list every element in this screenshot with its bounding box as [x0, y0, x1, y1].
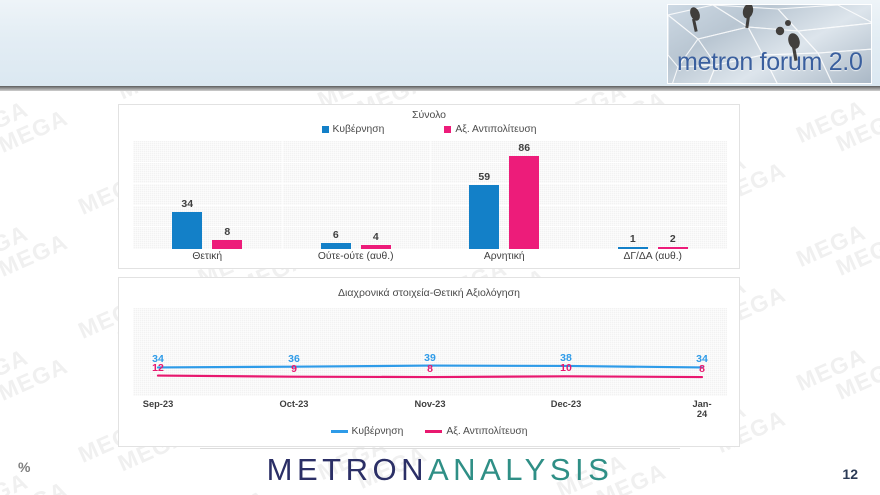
- bar-opposition: 8: [212, 141, 243, 249]
- line-series-government: [156, 364, 704, 369]
- bar-category-label: Ούτε-ούτε (αυθ.): [317, 251, 394, 262]
- bar-group: 34 8: [133, 141, 282, 249]
- bar: 6: [320, 229, 351, 249]
- line-category-label: Nov-23: [414, 399, 446, 409]
- line-chart-panel: Διαχρονικά στοιχεία-Θετική Αξιολόγηση 34…: [118, 277, 740, 447]
- line-point-value-label: 34: [696, 353, 708, 366]
- logo-text: metron forum 2.0: [677, 48, 863, 76]
- bar-group: 59 86: [430, 141, 579, 249]
- line-point-value-label: 38: [560, 351, 572, 364]
- bar-chart-category-labels: Θετική Ούτε-ούτε (αυθ.) Αρνητική ΔΓ/ΔΑ (αυθ…: [133, 251, 727, 262]
- bar: 2: [657, 233, 688, 249]
- line-chart-title: Διαχρονικά στοιχεία-Θετική Αξιολόγηση: [338, 287, 520, 299]
- bar-value-label: 8: [224, 226, 231, 239]
- bar: 8: [212, 226, 243, 249]
- bar-opposition: 2: [657, 141, 688, 249]
- legend-swatch-opposition: [444, 126, 452, 133]
- logo-geometric-artwork: [668, 5, 871, 83]
- bar-value-label: 1: [629, 233, 636, 245]
- line-chart-series-svg: [156, 364, 704, 379]
- gridline-vertical: [578, 141, 580, 249]
- brand-metron: METRON: [266, 452, 428, 487]
- line-point-value-label: 10: [560, 362, 572, 375]
- legend-label-opposition: Αξ. Αντιπολίτευση: [455, 124, 537, 135]
- bar-government: 6: [320, 141, 351, 249]
- bar-opposition: 4: [360, 141, 391, 249]
- line-chart-plot-area: 34 36 39 38 34 12 9 8 10 8: [133, 308, 727, 396]
- bar-chart-plot-area: 34 8 6 4 59 86 1 2: [133, 141, 727, 249]
- bar-chart-title: Σύνολο: [411, 109, 447, 121]
- bar: 34: [172, 198, 203, 249]
- line-point-value-label: 9: [291, 362, 297, 375]
- bar-opposition: 86: [509, 141, 540, 249]
- bar-chart-panel: Σύνολο Κυβέρνηση Αξ. Αντιπολίτευση 34 8 6 4…: [118, 104, 740, 269]
- header-divider: [0, 86, 880, 91]
- bar-government: 59: [469, 141, 500, 249]
- line-point-value-label: 8: [699, 363, 705, 376]
- bar-government: 34: [172, 141, 203, 249]
- legend-item-opposition: Αξ. Αντιπολίτευση: [444, 124, 536, 135]
- legend-line-government: [330, 430, 348, 433]
- bar-value-label: 34: [181, 198, 194, 211]
- metron-analysis-logo: METRONANALYSIS: [0, 452, 880, 488]
- legend-item-government-line: Κυβέρνηση: [330, 426, 404, 437]
- bar-value-label: 2: [669, 232, 676, 245]
- line-point-value-label: 39: [424, 351, 436, 364]
- bar-category-label: Αρνητική: [483, 251, 525, 262]
- line-category-label: Jan-24: [692, 399, 712, 419]
- bar-category-label: ΔΓ/ΔΑ (αυθ.): [623, 251, 682, 262]
- line-category-label: Sep-23: [142, 399, 174, 409]
- bar-chart-legend: Κυβέρνηση Αξ. Αντιπολίτευση: [119, 124, 739, 135]
- legend-label-government: Κυβέρνηση: [332, 124, 385, 135]
- line-point-value-label: 12: [152, 361, 164, 374]
- legend-item-opposition-line: Αξ. Αντιπολίτευση: [425, 426, 527, 437]
- line-chart-legend: Κυβέρνηση Αξ. Αντιπολίτευση: [119, 426, 739, 437]
- legend-swatch-government: [321, 126, 329, 133]
- bar: 86: [509, 142, 540, 249]
- climber-figures: [690, 5, 800, 61]
- line-point-value-label: 8: [427, 363, 433, 376]
- bar-value-label: 4: [372, 230, 379, 243]
- percent-symbol: %: [18, 459, 31, 475]
- bar: 59: [469, 171, 500, 249]
- bar-value-label: 86: [518, 142, 531, 155]
- bar-value-label: 6: [332, 228, 339, 241]
- brand-analysis: ANALYSIS: [428, 452, 614, 487]
- bar-category-label: Θετική: [192, 251, 223, 262]
- line-series-opposition: [156, 374, 704, 379]
- bar-value-label: 59: [478, 171, 491, 184]
- line-category-label: Oct-23: [279, 399, 309, 409]
- legend-label-opposition-line: Αξ. Αντιπολίτευση: [446, 426, 528, 437]
- footer-divider: [200, 448, 680, 449]
- gridline-vertical: [430, 141, 431, 249]
- legend-line-opposition: [425, 430, 443, 433]
- page-number: 12: [842, 466, 858, 482]
- legend-item-government: Κυβέρνηση: [321, 124, 385, 135]
- line-point-value-label: 36: [288, 352, 300, 365]
- line-point-value-label: 34: [152, 353, 164, 366]
- legend-label-government-line: Κυβέρνηση: [351, 426, 404, 437]
- bar-government: 1: [617, 141, 648, 249]
- bar: 4: [360, 231, 391, 249]
- metron-forum-logo: metron forum 2.0: [667, 4, 872, 84]
- gridline-vertical: [281, 141, 283, 249]
- line-category-label: Dec-23: [550, 399, 582, 409]
- bar: 1: [617, 233, 648, 249]
